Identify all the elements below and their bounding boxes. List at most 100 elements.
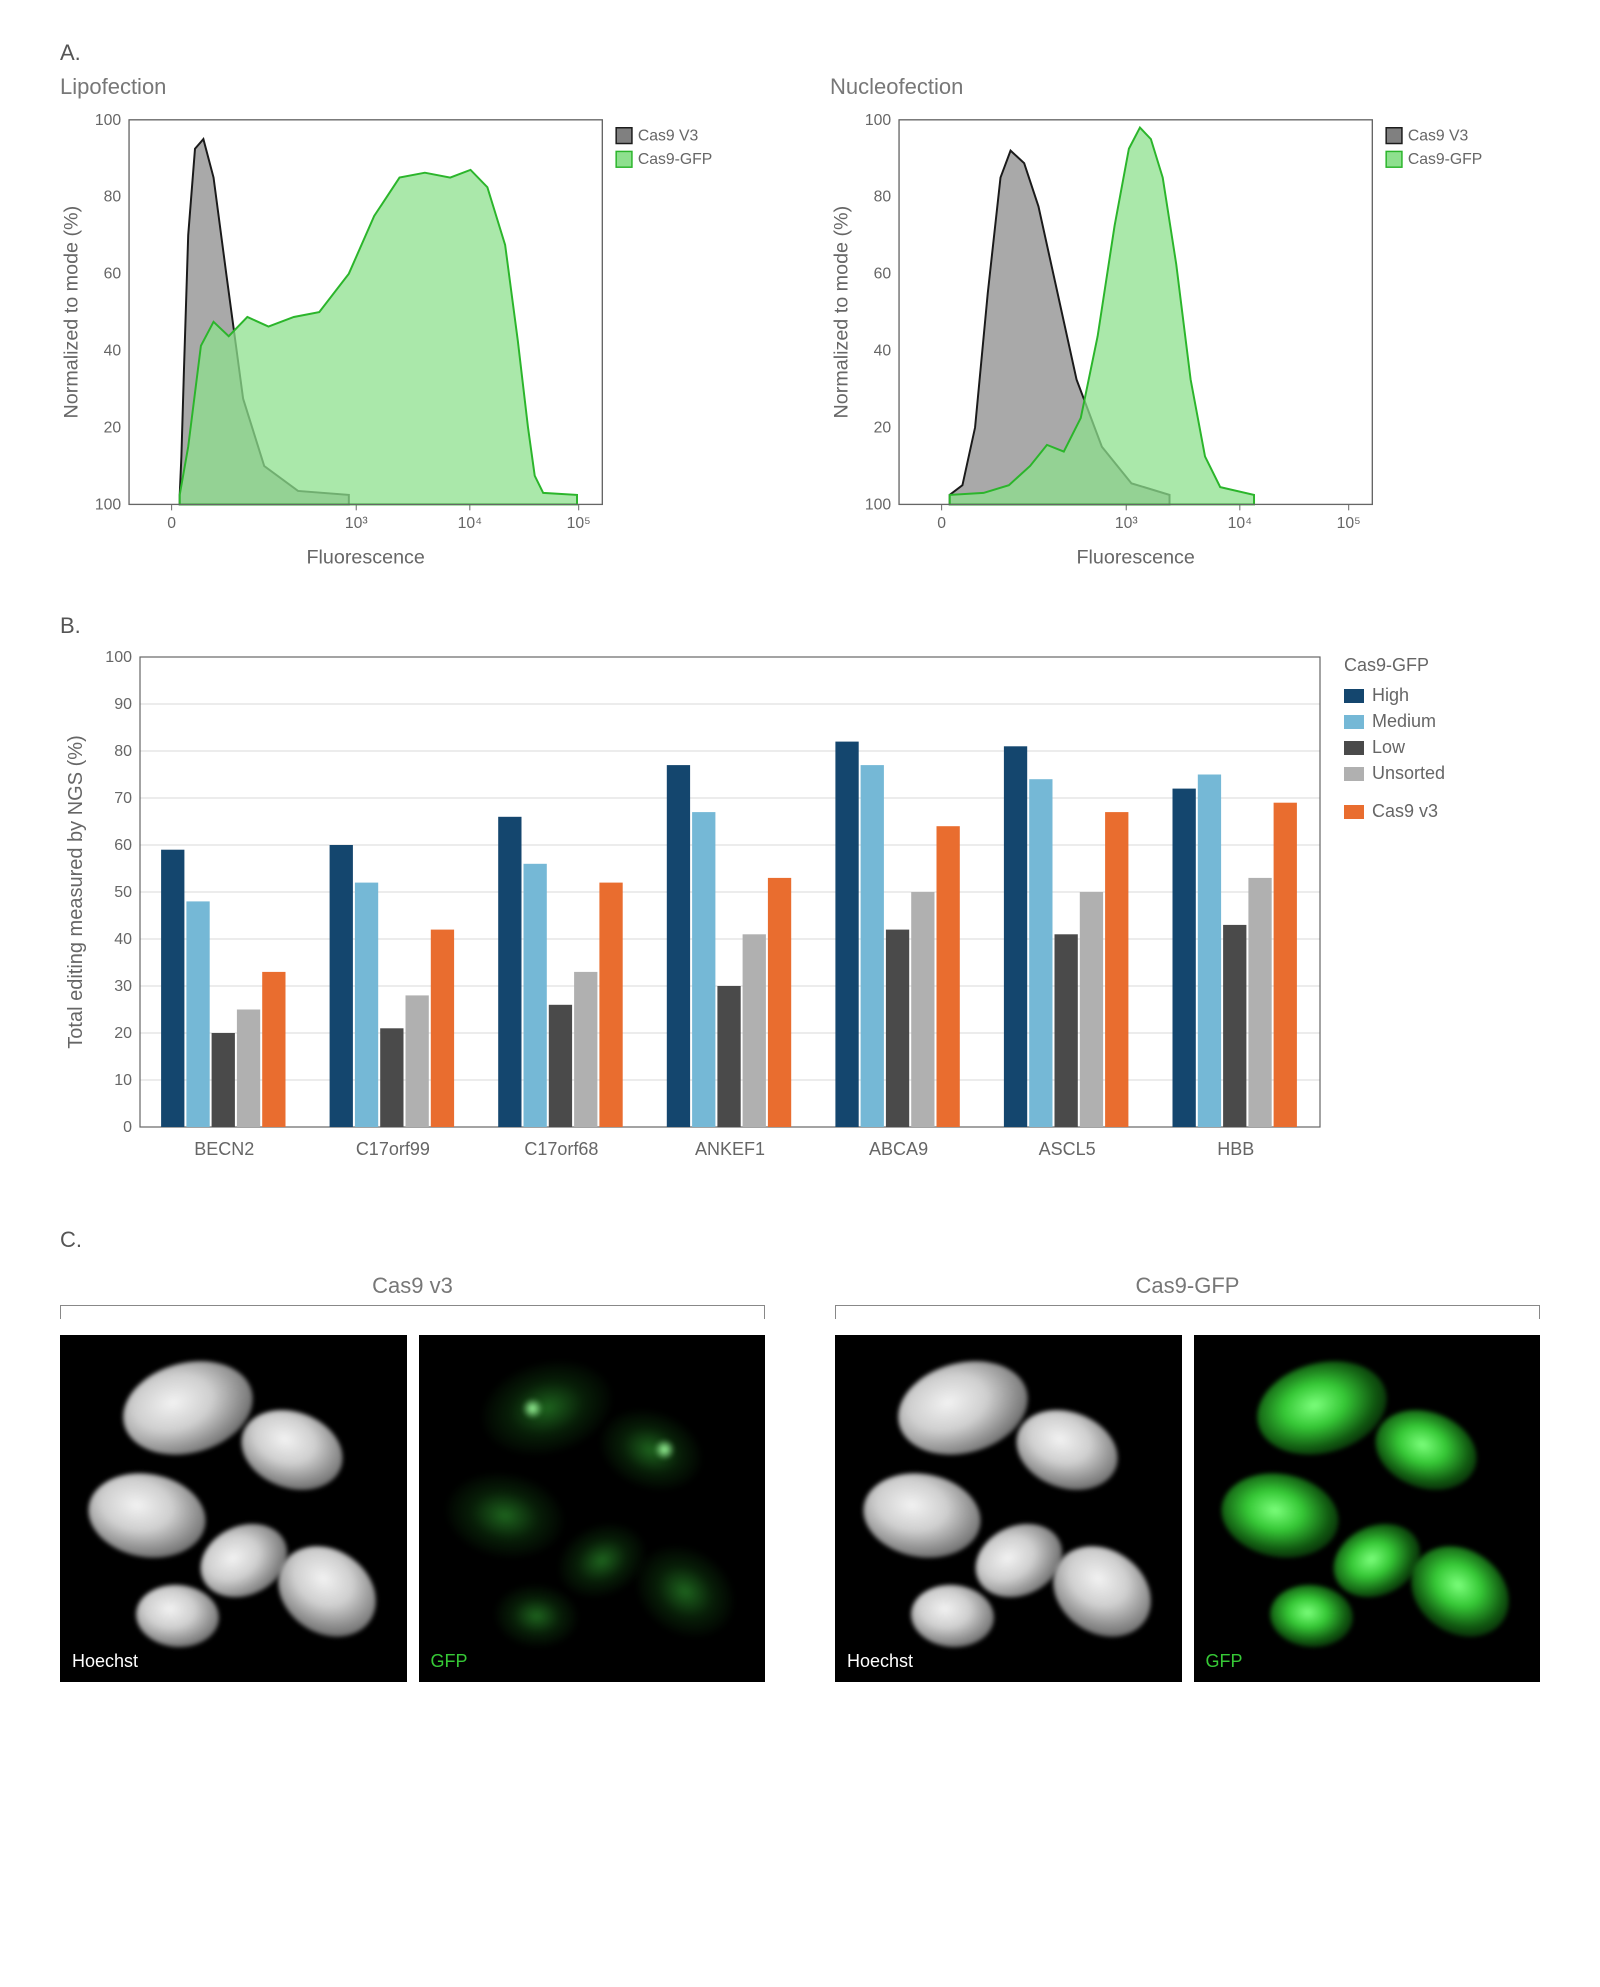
microscopy-image: GFP <box>1194 1335 1541 1682</box>
micro-group-title: Cas9-GFP <box>835 1273 1540 1299</box>
svg-text:10³: 10³ <box>1115 515 1138 532</box>
chart-title-nucleofection: Nucleofection <box>830 74 1540 100</box>
svg-text:60: 60 <box>874 266 892 283</box>
bar <box>1173 789 1196 1127</box>
svg-text:100: 100 <box>865 112 892 129</box>
svg-text:10⁴: 10⁴ <box>1228 515 1252 532</box>
svg-text:10⁴: 10⁴ <box>458 515 482 532</box>
svg-text:Normalized to mode (%): Normalized to mode (%) <box>61 206 83 419</box>
micro-tag: GFP <box>431 1651 468 1672</box>
panel-a-left: Lipofection 10020406080100010³10⁴10⁵Fluo… <box>60 74 770 573</box>
bar <box>1223 925 1246 1127</box>
svg-text:10⁵: 10⁵ <box>567 515 591 532</box>
panel-a-right: Nucleofection 10020406080100010³10⁴10⁵Fl… <box>830 74 1540 573</box>
histogram-lipofection: 10020406080100010³10⁴10⁵FluorescenceNorm… <box>60 110 770 573</box>
svg-text:30: 30 <box>114 978 132 995</box>
bar <box>937 827 960 1128</box>
panel-b-label: B. <box>60 613 1540 639</box>
svg-text:C17orf68: C17orf68 <box>524 1139 598 1159</box>
svg-text:50: 50 <box>114 884 132 901</box>
bar <box>886 930 909 1127</box>
svg-text:80: 80 <box>874 189 892 206</box>
bar <box>549 1005 572 1127</box>
svg-text:80: 80 <box>104 189 122 206</box>
bar <box>330 845 353 1127</box>
bar <box>161 850 184 1127</box>
svg-text:100: 100 <box>865 496 892 513</box>
svg-text:High: High <box>1372 685 1409 705</box>
svg-text:Cas9 V3: Cas9 V3 <box>1408 128 1469 145</box>
micro-pair: Hoechst GFP <box>60 1335 765 1682</box>
svg-text:Fluorescence: Fluorescence <box>1077 547 1195 569</box>
bar <box>237 1010 260 1128</box>
micro-tag: Hoechst <box>847 1651 913 1672</box>
bar <box>835 742 858 1127</box>
svg-text:ASCL5: ASCL5 <box>1039 1139 1096 1159</box>
svg-text:100: 100 <box>95 112 122 129</box>
svg-text:Cas9 v3: Cas9 v3 <box>1372 801 1438 821</box>
bar <box>1105 813 1128 1128</box>
svg-text:C17orf99: C17orf99 <box>356 1139 430 1159</box>
micro-group: Cas9 v3 Hoechst GFP <box>60 1273 765 1682</box>
svg-text:0: 0 <box>167 515 176 532</box>
svg-text:ABCA9: ABCA9 <box>869 1139 928 1159</box>
bar <box>1080 892 1103 1127</box>
svg-text:Cas9-GFP: Cas9-GFP <box>1408 151 1482 168</box>
bar <box>743 935 766 1128</box>
svg-text:Total editing measured by NGS: Total editing measured by NGS (%) <box>65 736 87 1049</box>
svg-text:90: 90 <box>114 696 132 713</box>
svg-text:Normalized to mode (%): Normalized to mode (%) <box>831 206 853 419</box>
svg-text:Cas9 V3: Cas9 V3 <box>638 128 699 145</box>
svg-text:Cas9-GFP: Cas9-GFP <box>638 151 712 168</box>
micro-tag: GFP <box>1206 1651 1243 1672</box>
svg-text:10³: 10³ <box>345 515 368 532</box>
bar <box>1248 878 1271 1127</box>
svg-text:HBB: HBB <box>1217 1139 1254 1159</box>
bar <box>406 996 429 1128</box>
bracket <box>60 1305 765 1319</box>
bar <box>212 1033 235 1127</box>
panel-c-label: C. <box>60 1227 1540 1253</box>
microscopy-image: Hoechst <box>835 1335 1182 1682</box>
panel-a-label: A. <box>60 40 1540 66</box>
bar <box>262 972 285 1127</box>
svg-text:40: 40 <box>104 343 122 360</box>
bar <box>431 930 454 1127</box>
histogram-nucleofection: 10020406080100010³10⁴10⁵FluorescenceNorm… <box>830 110 1540 573</box>
svg-text:ANKEF1: ANKEF1 <box>695 1139 765 1159</box>
svg-text:Unsorted: Unsorted <box>1372 763 1445 783</box>
bar <box>524 864 547 1127</box>
bar-chart-editing: 0102030405060708090100BECN2C17orf99C17or… <box>60 647 1540 1187</box>
bar <box>667 766 690 1128</box>
bar <box>1004 747 1027 1128</box>
svg-text:100: 100 <box>105 649 132 666</box>
panel-c-row: Cas9 v3 Hoechst GFP Cas9-GFP Hoechst GFP <box>60 1273 1540 1682</box>
svg-text:10: 10 <box>114 1072 132 1089</box>
micro-group-title: Cas9 v3 <box>60 1273 765 1299</box>
bar <box>768 878 791 1127</box>
svg-text:100: 100 <box>95 496 122 513</box>
svg-text:Medium: Medium <box>1372 711 1436 731</box>
micro-group: Cas9-GFP Hoechst GFP <box>835 1273 1540 1682</box>
svg-text:80: 80 <box>114 743 132 760</box>
svg-text:Cas9-GFP: Cas9-GFP <box>1344 655 1429 675</box>
bar <box>861 766 884 1128</box>
bar <box>1029 780 1052 1128</box>
svg-text:60: 60 <box>114 837 132 854</box>
svg-text:20: 20 <box>874 419 892 436</box>
bar <box>355 883 378 1127</box>
bracket <box>835 1305 1540 1319</box>
svg-text:70: 70 <box>114 790 132 807</box>
bar <box>911 892 934 1127</box>
chart-title-lipofection: Lipofection <box>60 74 770 100</box>
bar <box>599 883 622 1127</box>
micro-tag: Hoechst <box>72 1651 138 1672</box>
svg-text:0: 0 <box>937 515 946 532</box>
svg-text:20: 20 <box>114 1025 132 1042</box>
svg-text:Low: Low <box>1372 737 1406 757</box>
svg-text:0: 0 <box>123 1119 132 1136</box>
svg-text:40: 40 <box>874 343 892 360</box>
bar <box>692 813 715 1128</box>
microscopy-image: Hoechst <box>60 1335 407 1682</box>
microscopy-image: GFP <box>419 1335 766 1682</box>
